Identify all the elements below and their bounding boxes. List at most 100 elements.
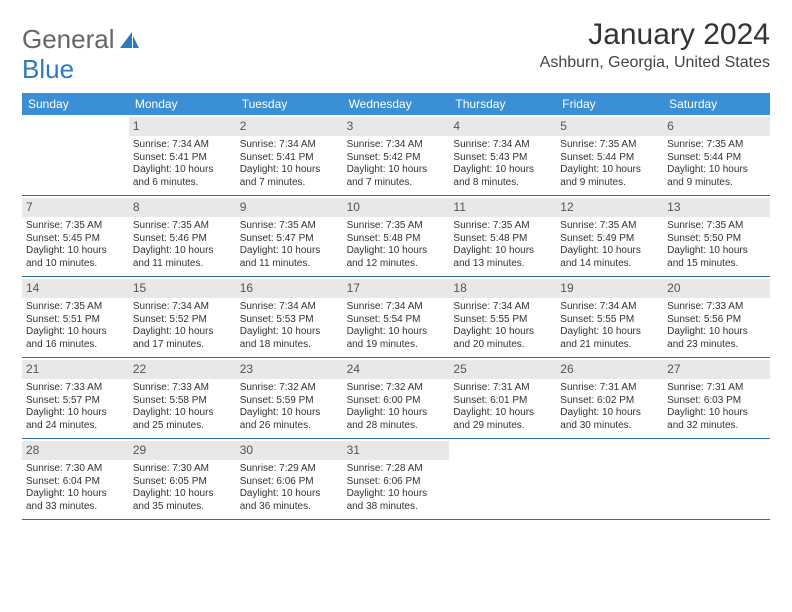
sunrise-text: Sunrise: 7:34 AM xyxy=(133,139,232,152)
day-cell: 23Sunrise: 7:32 AMSunset: 5:59 PMDayligh… xyxy=(236,358,343,438)
day-cell: 19Sunrise: 7:34 AMSunset: 5:55 PMDayligh… xyxy=(556,277,663,357)
day-cell: 24Sunrise: 7:32 AMSunset: 6:00 PMDayligh… xyxy=(343,358,450,438)
day-cell: 12Sunrise: 7:35 AMSunset: 5:49 PMDayligh… xyxy=(556,196,663,276)
day-number: 9 xyxy=(236,198,343,217)
day-number: 26 xyxy=(556,360,663,379)
daylight-text: Daylight: 10 hours and 23 minutes. xyxy=(667,326,766,351)
sunrise-text: Sunrise: 7:32 AM xyxy=(347,382,446,395)
daylight-text: Daylight: 10 hours and 7 minutes. xyxy=(240,164,339,189)
sunset-text: Sunset: 5:46 PM xyxy=(133,233,232,246)
day-cell xyxy=(663,439,770,519)
day-cell: 14Sunrise: 7:35 AMSunset: 5:51 PMDayligh… xyxy=(22,277,129,357)
daylight-text: Daylight: 10 hours and 17 minutes. xyxy=(133,326,232,351)
month-title: January 2024 xyxy=(540,18,770,52)
day-number: 22 xyxy=(129,360,236,379)
day-number: 8 xyxy=(129,198,236,217)
day-cell xyxy=(22,115,129,195)
sunrise-text: Sunrise: 7:35 AM xyxy=(240,220,339,233)
sunrise-text: Sunrise: 7:35 AM xyxy=(560,220,659,233)
sunset-text: Sunset: 5:45 PM xyxy=(26,233,125,246)
day-cell: 5Sunrise: 7:35 AMSunset: 5:44 PMDaylight… xyxy=(556,115,663,195)
sunrise-text: Sunrise: 7:35 AM xyxy=(560,139,659,152)
day-number: 30 xyxy=(236,441,343,460)
daylight-text: Daylight: 10 hours and 11 minutes. xyxy=(240,245,339,270)
day-number: 3 xyxy=(343,117,450,136)
sunrise-text: Sunrise: 7:32 AM xyxy=(240,382,339,395)
sunrise-text: Sunrise: 7:28 AM xyxy=(347,463,446,476)
day-cell: 27Sunrise: 7:31 AMSunset: 6:03 PMDayligh… xyxy=(663,358,770,438)
day-headers: SundayMondayTuesdayWednesdayThursdayFrid… xyxy=(22,93,770,115)
sunrise-text: Sunrise: 7:30 AM xyxy=(26,463,125,476)
day-cell: 15Sunrise: 7:34 AMSunset: 5:52 PMDayligh… xyxy=(129,277,236,357)
day-number: 7 xyxy=(22,198,129,217)
sunset-text: Sunset: 5:44 PM xyxy=(667,152,766,165)
day-cell xyxy=(556,439,663,519)
day-number: 12 xyxy=(556,198,663,217)
sunrise-text: Sunrise: 7:35 AM xyxy=(133,220,232,233)
day-number: 29 xyxy=(129,441,236,460)
sunrise-text: Sunrise: 7:35 AM xyxy=(667,139,766,152)
day-number: 2 xyxy=(236,117,343,136)
sunset-text: Sunset: 5:41 PM xyxy=(133,152,232,165)
sunrise-text: Sunrise: 7:31 AM xyxy=(560,382,659,395)
day-cell: 21Sunrise: 7:33 AMSunset: 5:57 PMDayligh… xyxy=(22,358,129,438)
day-number: 28 xyxy=(22,441,129,460)
sunrise-text: Sunrise: 7:34 AM xyxy=(347,301,446,314)
day-cell: 1Sunrise: 7:34 AMSunset: 5:41 PMDaylight… xyxy=(129,115,236,195)
daylight-text: Daylight: 10 hours and 33 minutes. xyxy=(26,488,125,513)
day-number: 4 xyxy=(449,117,556,136)
day-cell: 29Sunrise: 7:30 AMSunset: 6:05 PMDayligh… xyxy=(129,439,236,519)
day-header: Friday xyxy=(556,93,663,115)
day-number: 16 xyxy=(236,279,343,298)
day-cell: 16Sunrise: 7:34 AMSunset: 5:53 PMDayligh… xyxy=(236,277,343,357)
sunset-text: Sunset: 6:06 PM xyxy=(240,476,339,489)
week-row: 7Sunrise: 7:35 AMSunset: 5:45 PMDaylight… xyxy=(22,196,770,277)
sunset-text: Sunset: 5:57 PM xyxy=(26,395,125,408)
day-cell: 30 Sunrise: 7:29 AMSunset: 6:06 PMDayligh… xyxy=(236,439,343,519)
sunrise-text: Sunrise: 7:29 AM xyxy=(240,463,339,476)
sunrise-text: Sunrise: 7:31 AM xyxy=(453,382,552,395)
sunrise-text: Sunrise: 7:34 AM xyxy=(240,139,339,152)
day-cell: 9Sunrise: 7:35 AMSunset: 5:47 PMDaylight… xyxy=(236,196,343,276)
daylight-text: Daylight: 10 hours and 29 minutes. xyxy=(453,407,552,432)
logo: General xyxy=(22,18,141,55)
day-number: 20 xyxy=(663,279,770,298)
day-header: Sunday xyxy=(22,93,129,115)
sunset-text: Sunset: 5:55 PM xyxy=(453,314,552,327)
calendar: SundayMondayTuesdayWednesdayThursdayFrid… xyxy=(22,93,770,520)
sunset-text: Sunset: 5:50 PM xyxy=(667,233,766,246)
day-number: 19 xyxy=(556,279,663,298)
sunset-text: Sunset: 5:55 PM xyxy=(560,314,659,327)
daylight-text: Daylight: 10 hours and 14 minutes. xyxy=(560,245,659,270)
daylight-text: Daylight: 10 hours and 6 minutes. xyxy=(133,164,232,189)
day-header: Wednesday xyxy=(343,93,450,115)
daylight-text: Daylight: 10 hours and 36 minutes. xyxy=(240,488,339,513)
sunset-text: Sunset: 5:59 PM xyxy=(240,395,339,408)
day-number: 21 xyxy=(22,360,129,379)
daylight-text: Daylight: 10 hours and 21 minutes. xyxy=(560,326,659,351)
sunrise-text: Sunrise: 7:34 AM xyxy=(347,139,446,152)
day-cell: 2Sunrise: 7:34 AMSunset: 5:41 PMDaylight… xyxy=(236,115,343,195)
sunrise-text: Sunrise: 7:34 AM xyxy=(453,139,552,152)
day-cell: 8Sunrise: 7:35 AMSunset: 5:46 PMDaylight… xyxy=(129,196,236,276)
daylight-text: Daylight: 10 hours and 26 minutes. xyxy=(240,407,339,432)
day-cell: 18Sunrise: 7:34 AMSunset: 5:55 PMDayligh… xyxy=(449,277,556,357)
sunrise-text: Sunrise: 7:30 AM xyxy=(133,463,232,476)
day-header: Tuesday xyxy=(236,93,343,115)
sunrise-text: Sunrise: 7:34 AM xyxy=(240,301,339,314)
sunrise-text: Sunrise: 7:35 AM xyxy=(26,220,125,233)
daylight-text: Daylight: 10 hours and 18 minutes. xyxy=(240,326,339,351)
logo-text-1: General xyxy=(22,24,115,55)
sunset-text: Sunset: 6:04 PM xyxy=(26,476,125,489)
day-cell: 31Sunrise: 7:28 AMSunset: 6:06 PMDayligh… xyxy=(343,439,450,519)
day-cell: 22Sunrise: 7:33 AMSunset: 5:58 PMDayligh… xyxy=(129,358,236,438)
sunset-text: Sunset: 6:00 PM xyxy=(347,395,446,408)
daylight-text: Daylight: 10 hours and 38 minutes. xyxy=(347,488,446,513)
sunrise-text: Sunrise: 7:33 AM xyxy=(667,301,766,314)
day-cell: 4Sunrise: 7:34 AMSunset: 5:43 PMDaylight… xyxy=(449,115,556,195)
day-cell: 28 Sunrise: 7:30 AMSunset: 6:04 PMDayligh… xyxy=(22,439,129,519)
day-header: Thursday xyxy=(449,93,556,115)
daylight-text: Daylight: 10 hours and 28 minutes. xyxy=(347,407,446,432)
day-number: 18 xyxy=(449,279,556,298)
daylight-text: Daylight: 10 hours and 32 minutes. xyxy=(667,407,766,432)
